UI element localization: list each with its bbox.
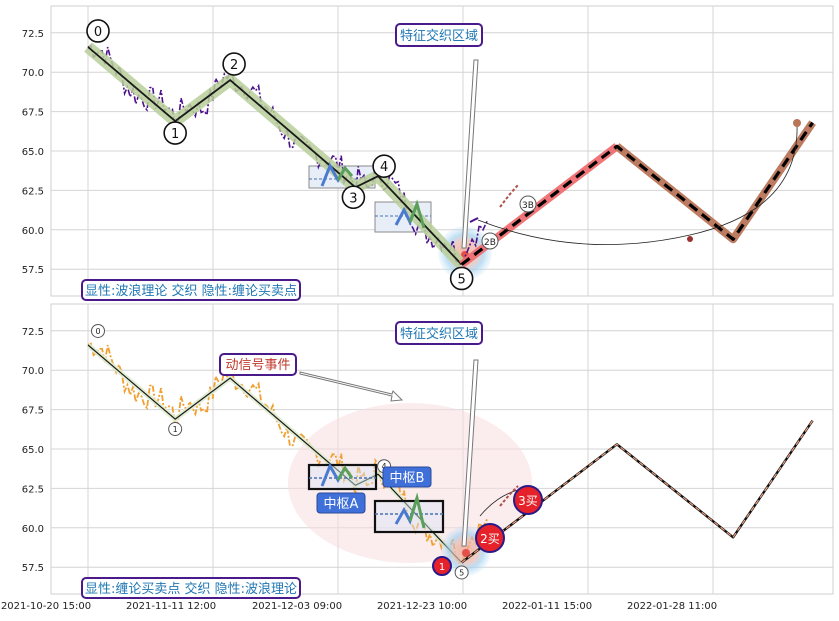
- buy-point-2-circle: [475, 523, 505, 553]
- top-ytick-label-4: 62.5: [22, 186, 44, 197]
- pivot-a-box: [316, 492, 366, 514]
- top-wave-label-0: 0: [94, 25, 102, 40]
- bottom-ytick-label-6: 57.5: [22, 563, 44, 574]
- bottom-ytick-label-4: 62.5: [22, 484, 44, 495]
- top-wave-label-circle-1: [163, 121, 187, 145]
- buy-point-2-label: 2买: [480, 532, 500, 546]
- top-y-axis: 72.5 70.0 67.5 65.0 62.5 60.0 57.5: [22, 29, 44, 276]
- bottom-title-text: 特征交织区域: [400, 326, 478, 342]
- top-projection-dash: [460, 121, 814, 266]
- pivot-b-label: 中枢B: [390, 471, 425, 486]
- buy-point-3-circle: [513, 485, 543, 515]
- top-wave-label-circle-4: [372, 154, 396, 179]
- xtick-label-2: 2021-12-03 09:00: [252, 601, 342, 612]
- top-wave-label-1: 1: [171, 127, 179, 142]
- top-title-box: [395, 23, 483, 47]
- bottom-price-series: [87, 342, 489, 564]
- top-2b-circle: [481, 232, 499, 250]
- top-3b-label: 3B: [522, 201, 534, 211]
- top-3b-stroke: [499, 184, 519, 208]
- bottom-wave-label-circle-1: [168, 422, 183, 437]
- xtick-label-0: 2021-10-20 15:00: [1, 601, 91, 612]
- top-proj-end-node: [793, 119, 801, 127]
- xtick-label-1: 2021-11-11 12:00: [126, 601, 216, 612]
- top-panel-grid: [51, 6, 833, 296]
- bottom-vertical-arrow: [461, 359, 479, 547]
- bottom-signal-arrow: [299, 371, 404, 402]
- bottom-ytick-label-5: 60.0: [22, 524, 44, 535]
- bottom-wave-line: [87, 344, 463, 563]
- buy-point-3-label: 3买: [518, 494, 538, 508]
- bottom-pivot-boxes: [307, 462, 445, 534]
- top-arc-line: [477, 123, 798, 245]
- bottom-wave-label-circle-4: [454, 565, 469, 580]
- bottom-wave-label-circle-0: [91, 323, 105, 338]
- buy-point-1-circle: [432, 556, 452, 576]
- bottom-3buy-stroke: [499, 485, 519, 507]
- bottom-ytick-label-3: 65.0: [22, 445, 44, 456]
- top-wave-labels: 0 1 2 3 4 5: [86, 19, 474, 291]
- top-ytick-label-3: 65.0: [22, 147, 44, 158]
- bottom-wave-label-0: 0: [95, 327, 100, 336]
- top-pivot-stroke-green-2: [408, 199, 426, 229]
- top-wave-line: [87, 46, 463, 266]
- top-2b-stroke: [469, 217, 479, 223]
- top-ytick-label-2: 67.5: [22, 108, 44, 119]
- bottom-legend-box: [81, 577, 301, 599]
- top-pivot-strokes: [320, 162, 426, 229]
- top-wave-label-circle-0: [86, 19, 110, 43]
- bottom-glow-dot: [462, 549, 470, 557]
- top-wave-label-3: 3: [349, 191, 357, 206]
- top-2b-label: 2B: [484, 238, 496, 248]
- top-wave-label-circle-5: [449, 266, 474, 291]
- xtick-label-4: 2022-01-11 15:00: [502, 601, 592, 612]
- top-ytick-label-6: 57.5: [22, 265, 44, 276]
- top-title-text: 特征交织区域: [400, 28, 478, 44]
- top-proj-node: [687, 236, 693, 242]
- top-ytick-label-1: 70.0: [22, 68, 44, 79]
- bottom-ytick-label-2: 67.5: [22, 406, 44, 417]
- bottom-ytick-label-0: 72.5: [22, 327, 44, 338]
- bottom-y-axis: 72.5 70.0 67.5 65.0 62.5 60.0 57.5: [22, 327, 44, 574]
- pivot-a-label: 中枢A: [324, 497, 359, 512]
- bottom-wave-label-1: 1: [173, 425, 178, 434]
- top-wave-label-circle-3: [341, 185, 366, 210]
- top-price-series: [87, 44, 489, 266]
- bottom-wave-label-3: 4: [382, 462, 387, 471]
- top-legend-box: [81, 279, 301, 301]
- bottom-pivot-stroke-green-b: [408, 492, 426, 529]
- signal-event-box: [219, 353, 297, 376]
- x-axis: 2021-10-20 15:00 2021-11-11 12:00 2021-12-…: [1, 601, 717, 612]
- bottom-wave-label-4: 5: [459, 568, 464, 577]
- top-wave-label-circle-2: [222, 52, 246, 76]
- xtick-label-3: 2021-12-23 10:00: [377, 601, 467, 612]
- top-pivot-stroke-green: [336, 165, 354, 181]
- top-wave-label-2: 2: [230, 58, 238, 73]
- bottom-pivot-stroke-green: [336, 465, 354, 481]
- pivot-b-box: [382, 466, 432, 488]
- bottom-ytick-label-1: 70.0: [22, 366, 44, 377]
- top-vertical-arrow: [461, 59, 479, 249]
- top-legend-text: 显性:波浪理论 交织 隐性:缠论买卖点: [85, 283, 297, 299]
- bottom-title-box: [395, 321, 483, 345]
- top-ytick-label-0: 72.5: [22, 29, 44, 40]
- xtick-label-5: 2022-01-28 11:00: [627, 601, 717, 612]
- buy-point-1-label: 1: [439, 562, 445, 573]
- bottom-pivot-box-a: [307, 463, 378, 491]
- top-3b-circle: [519, 195, 537, 213]
- bottom-legend-text: 显性:缠论买卖点 交织 隐性:波浪理论: [85, 581, 297, 597]
- top-wave-label-5: 5: [458, 272, 466, 287]
- top-ytick-label-5: 60.0: [22, 226, 44, 237]
- signal-event-text: 动信号事件: [225, 358, 290, 373]
- top-wave-label-4: 4: [380, 160, 388, 175]
